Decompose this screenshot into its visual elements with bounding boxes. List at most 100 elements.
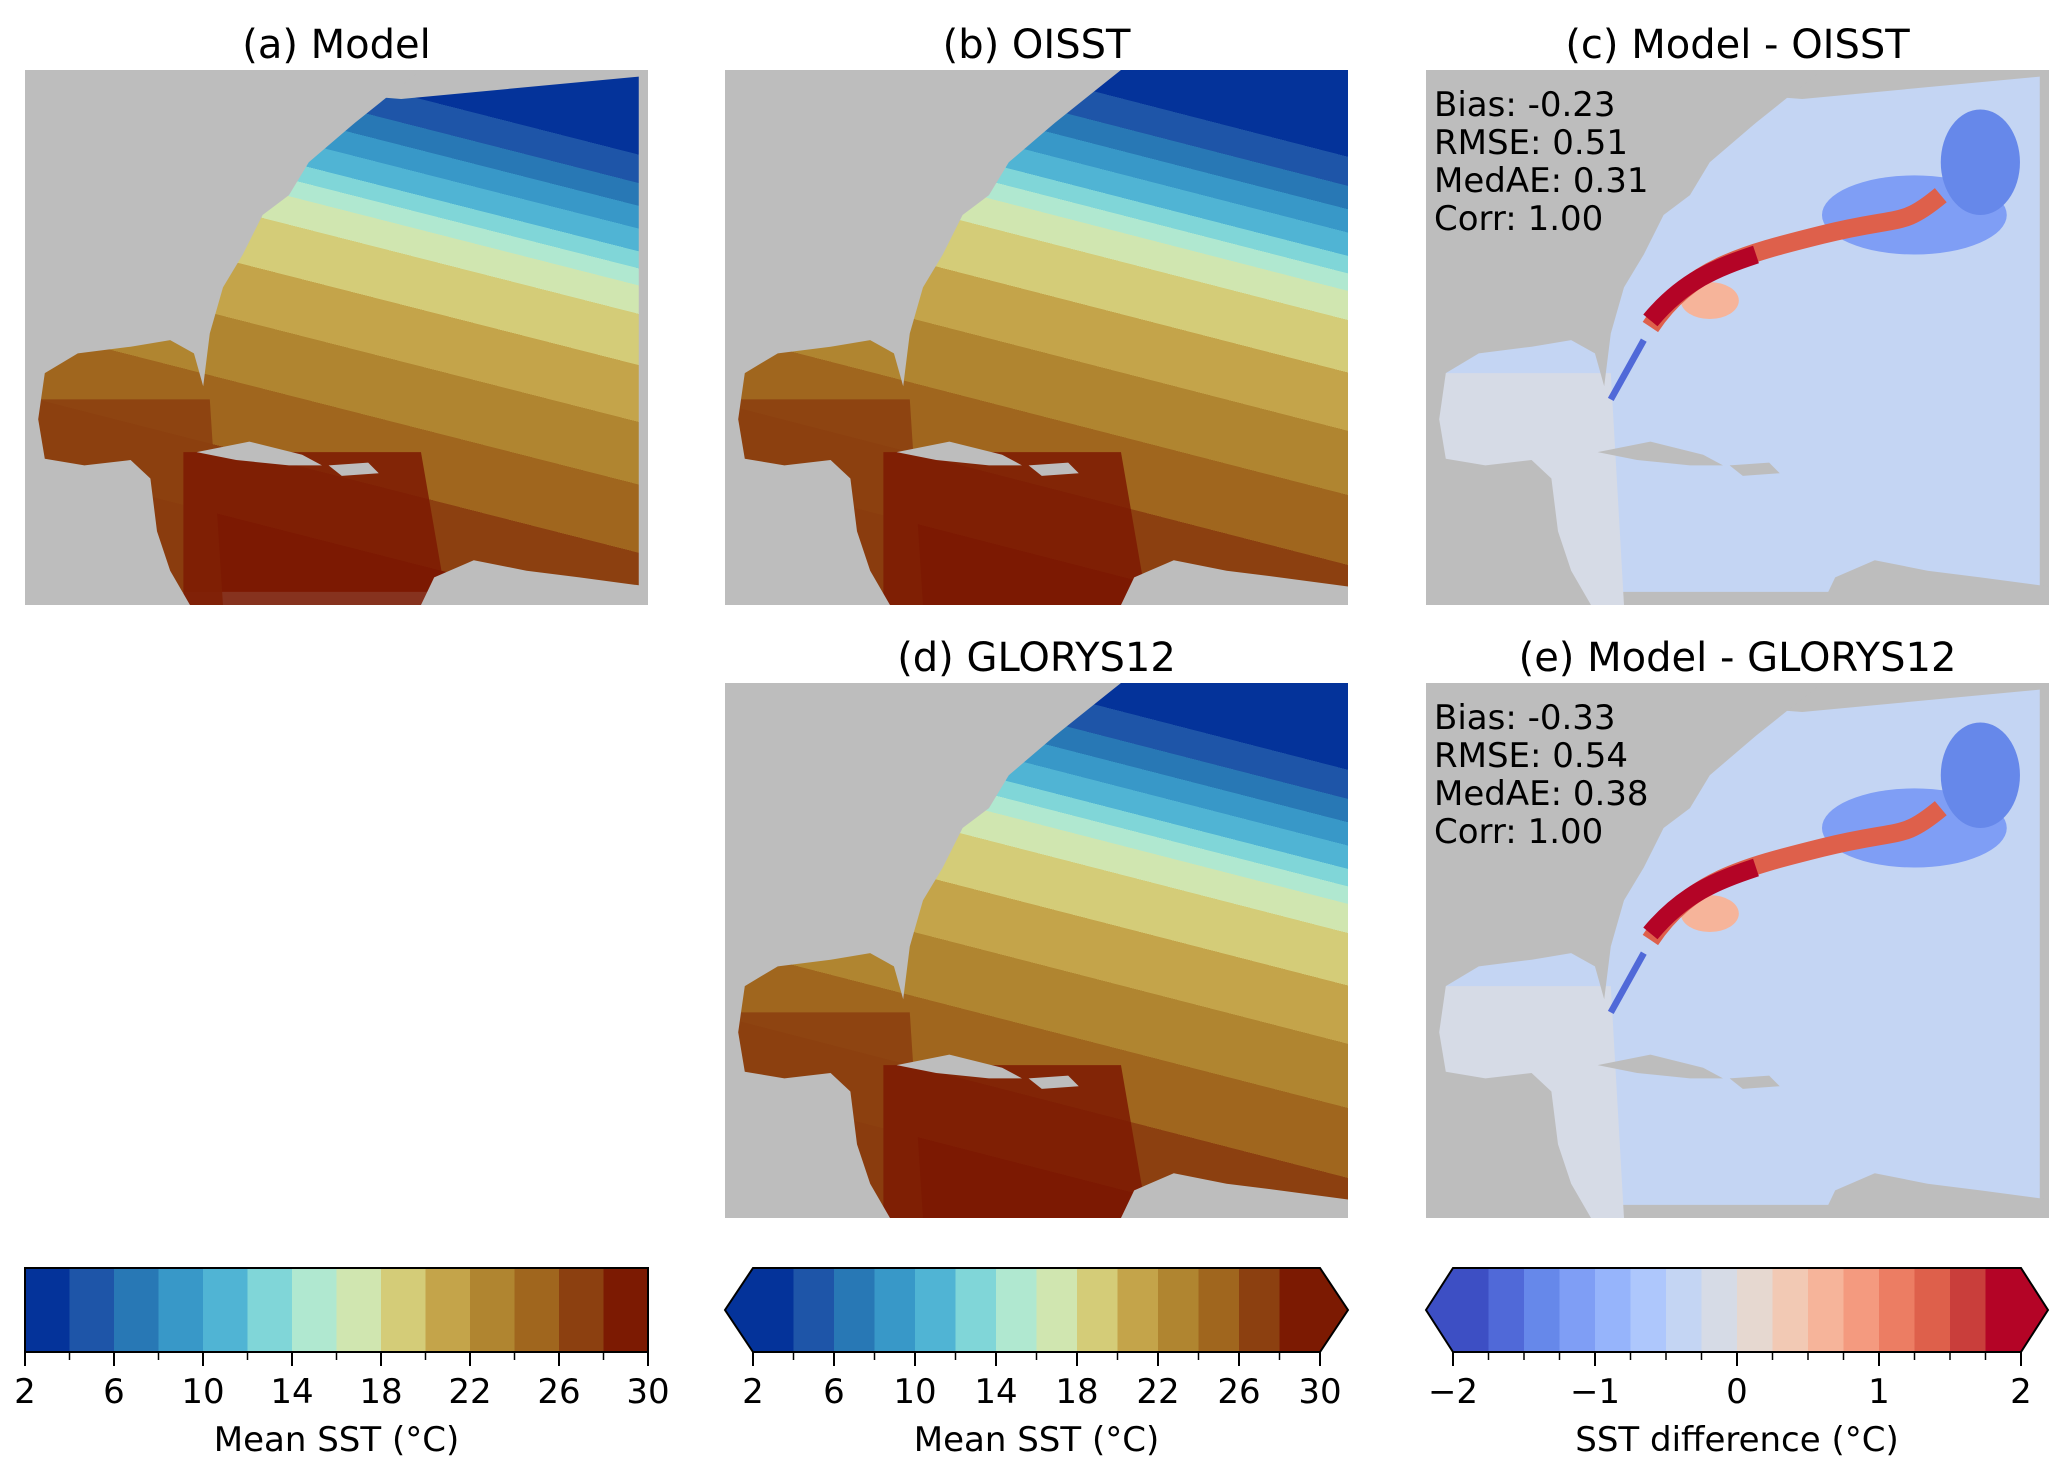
land-mask [1426,683,1822,1218]
colorbar-bin [292,1268,337,1352]
land-mask [1426,70,1822,605]
land-mask [896,1054,1022,1079]
stats-box: Bias: -0.23 RMSE: 0.51 MedAE: 0.31 Corr: 1.… [1434,86,1649,238]
colorbar-bin [915,1268,956,1352]
colorbar-bin [247,1268,293,1352]
colorbar-bin [834,1268,875,1352]
colorbar-bin [425,1268,471,1352]
tick-label: 2 [2010,1372,2032,1412]
tick-label: 10 [893,1372,937,1412]
land-mask [1597,1054,1723,1079]
stat-line: Bias: -0.33 [1434,698,1616,738]
tick-label: 6 [823,1372,845,1412]
stat-line: Corr: 1.00 [1434,199,1604,239]
colorbar-bin [1595,1268,1631,1352]
colorbar-bin [559,1268,604,1352]
colorbar-bin [1985,1268,2048,1352]
colorbar-bin [336,1268,382,1352]
colorbar-3 [1424,1267,2050,1366]
map-a [25,70,648,605]
land-mask [328,462,379,476]
colorbar-bin [955,1268,997,1352]
land-mask [1821,1173,2049,1218]
map-d [725,683,1348,1218]
colorbar-bin [793,1268,835,1352]
tick-label: 18 [359,1372,403,1412]
colorbar-1 [24,1267,649,1366]
colorbar-bin [1914,1268,1951,1352]
land-mask [725,683,1121,1218]
tick-label: 26 [537,1372,581,1412]
colorbar-bin [1559,1268,1596,1352]
colorbar-bin [470,1268,515,1352]
map-panel-e: Bias: -0.33 RMSE: 0.54 MedAE: 0.38 Corr: 1.… [1426,683,2049,1218]
colorbar-bin [69,1268,115,1352]
tick-label: 1 [1868,1372,1890,1412]
coastal-cold-bias [1607,338,1647,402]
land-mask [1821,560,2049,605]
colorbar-bin [1426,1268,1489,1352]
land-mask [1120,560,1348,605]
colorbar-bin [725,1268,794,1352]
colorbar-bin [1950,1268,1986,1352]
colorbar-bin [996,1268,1037,1352]
tick-label: 2 [742,1372,764,1412]
colorbar-bin [1279,1268,1348,1352]
colorbar-bin [1239,1268,1280,1352]
tick-label: 18 [1055,1372,1099,1412]
land-mask [25,70,421,605]
stats-box: Bias: -0.33 RMSE: 0.54 MedAE: 0.38 Corr: 1.… [1434,699,1649,851]
stat-line: Corr: 1.00 [1434,812,1604,852]
colorbar-label: Mean SST (°C) [213,1420,460,1460]
colorbar-bin [203,1268,248,1352]
land-mask [1597,441,1723,466]
tick-label: 30 [626,1372,670,1412]
panel-title-d: (d) GLORYS12 [897,635,1176,681]
colorbar-bin [1843,1268,1880,1352]
caribbean-field [183,452,448,605]
colorbar-bin [1036,1268,1078,1352]
tick-label: 30 [1298,1372,1342,1412]
map-panel-b [725,70,1348,605]
gulf-stream-core [1643,245,1759,327]
tick-label: −2 [1427,1372,1479,1412]
tick-label: 22 [448,1372,492,1412]
colorbar-bin [1630,1268,1667,1352]
map-b [725,70,1348,605]
colorbar-bin [874,1268,916,1352]
cold-bias-patch [1940,722,2020,828]
stat-line: Bias: -0.23 [1434,85,1616,125]
tick-label: −1 [1569,1372,1621,1412]
tick-label: 14 [270,1372,314,1412]
colorbar-bin [1077,1268,1118,1352]
tick-label: 6 [103,1372,125,1412]
panel-title-a: (a) Model [242,22,431,68]
colorbar-bin [1808,1268,1844,1352]
colorbar-2 [723,1267,1350,1366]
caribbean-field [883,1065,1148,1218]
colorbar-bin [1666,1268,1702,1352]
caribbean-field [883,452,1148,605]
colorbar-label: Mean SST (°C) [913,1420,1160,1460]
tick-label: 26 [1217,1372,1261,1412]
map-e [1426,683,2049,1218]
colorbar-bin [1701,1268,1738,1352]
tick-label: 2 [14,1372,36,1412]
land-mask [1028,1075,1079,1089]
map-c [1426,70,2049,605]
colorbar-bin [1198,1268,1240,1352]
stat-line: RMSE: 0.51 [1434,123,1628,163]
colorbar-bin [1488,1268,1525,1352]
colorbar-bin [381,1268,426,1352]
map-panel-d [725,683,1348,1218]
panel-title-b: (b) OISST [942,22,1131,68]
map-panel-a [25,70,648,605]
land-mask [420,560,648,605]
colorbar-bin [1524,1268,1560,1352]
stat-line: MedAE: 0.31 [1434,161,1649,201]
coastal-cold-bias [1607,951,1647,1015]
land-mask [1120,1173,1348,1218]
colorbar-bin [25,1268,70,1352]
map-panel-c: Bias: -0.23 RMSE: 0.51 MedAE: 0.31 Corr: 1.… [1426,70,2049,605]
tick-label: 0 [1726,1372,1748,1412]
